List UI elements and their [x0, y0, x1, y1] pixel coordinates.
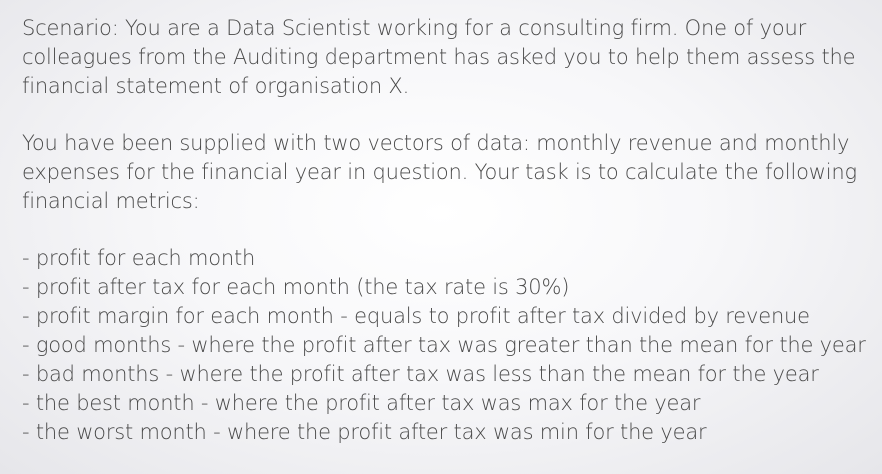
- metric-item: - the worst month - where the profit aft…: [22, 420, 707, 444]
- paragraph-spacer: [22, 216, 872, 244]
- supplied-line: You have been supplied with two vectors …: [22, 131, 850, 155]
- scenario-line: Scenario: You are a Data Scientist worki…: [22, 16, 807, 40]
- supplied-line: financial metrics:: [22, 189, 200, 213]
- supplied-data-paragraph: You have been supplied with two vectors …: [22, 129, 872, 216]
- paragraph-spacer: [22, 101, 872, 129]
- metric-item: - bad months - where the profit after ta…: [22, 362, 819, 386]
- metric-item: - good months - where the profit after t…: [22, 333, 866, 357]
- metrics-list: - profit for each month - profit after t…: [22, 244, 872, 447]
- metric-item: - profit after tax for each month (the t…: [22, 275, 570, 299]
- slide-content: Scenario: You are a Data Scientist worki…: [22, 14, 872, 447]
- metric-item: - the best month - where the profit afte…: [22, 391, 701, 415]
- metric-item: - profit for each month: [22, 246, 256, 270]
- metric-item: - profit margin for each month - equals …: [22, 304, 810, 328]
- scenario-line: colleagues from the Auditing department …: [22, 45, 856, 69]
- scenario-line: financial statement of organisation X.: [22, 74, 410, 98]
- supplied-line: expenses for the financial year in quest…: [22, 160, 857, 184]
- scenario-paragraph: Scenario: You are a Data Scientist worki…: [22, 14, 872, 101]
